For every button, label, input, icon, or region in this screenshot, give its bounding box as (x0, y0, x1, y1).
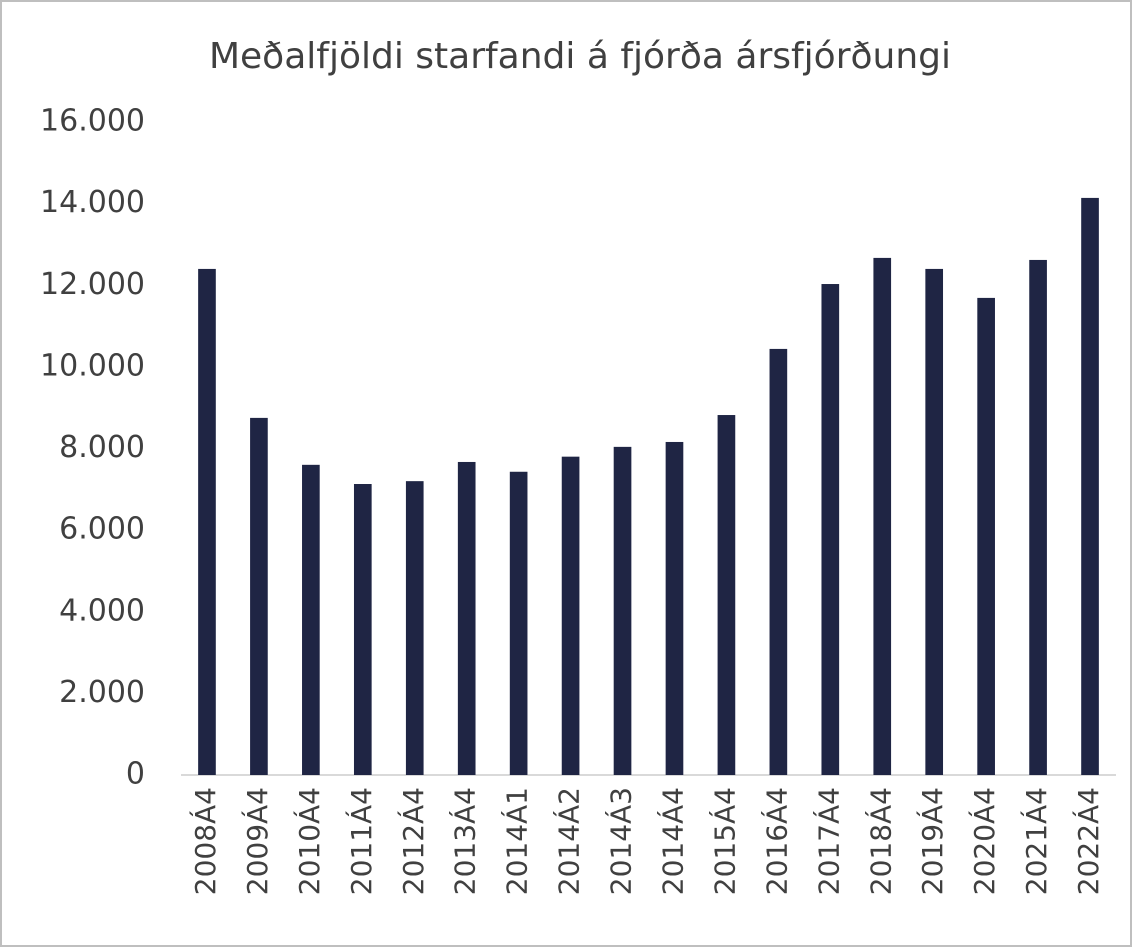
y-tick-label: 12.000 (40, 267, 145, 302)
y-tick-label: 6.000 (59, 512, 145, 547)
x-tick-label: 2009Á4 (240, 787, 274, 895)
x-tick-label: 2017Á4 (811, 787, 845, 895)
bar (561, 456, 580, 775)
chart-title: Meðalfjöldi starfandi á fjórða ársfjórðu… (209, 36, 951, 77)
x-tick-label: 2014Á4 (655, 787, 689, 895)
x-tick-label: 2013Á4 (448, 787, 482, 895)
x-tick-label: 2011Á4 (344, 787, 378, 895)
y-tick-label: 0 (126, 757, 145, 792)
bar (405, 481, 424, 775)
x-tick-label: 2014Á1 (500, 787, 534, 895)
y-tick-label: 10.000 (40, 348, 145, 383)
y-tick-label: 2.000 (59, 675, 145, 710)
bar (509, 471, 528, 775)
bar (302, 464, 320, 775)
bar (873, 257, 892, 775)
x-tick-label: 2016Á4 (759, 787, 793, 895)
bar (1081, 197, 1099, 775)
x-tick-label: 2018Á4 (863, 787, 897, 895)
x-tick-label: 2014Á2 (552, 787, 586, 895)
y-tick-label: 4.000 (59, 593, 145, 628)
bar (769, 348, 788, 775)
x-tick-label: 2022Á4 (1071, 787, 1105, 895)
y-tick-label: 8.000 (59, 430, 145, 465)
bar (250, 417, 268, 775)
x-tick-label: 2008Á4 (188, 787, 222, 895)
bar (613, 446, 632, 775)
bar (1029, 259, 1047, 775)
bar (717, 415, 736, 775)
x-tick-label: 2021Á4 (1019, 787, 1053, 895)
bar (821, 284, 840, 775)
y-tick-label: 16.000 (40, 104, 145, 139)
y-tick-label: 14.000 (40, 185, 145, 220)
bar (977, 297, 995, 775)
x-tick-label: 2014Á3 (604, 787, 638, 895)
x-tick-label: 2015Á4 (707, 787, 741, 895)
x-tick-label: 2019Á4 (915, 787, 949, 895)
x-tick-label: 2020Á4 (967, 787, 1001, 895)
bar (925, 268, 944, 775)
x-tick-label: 2012Á4 (396, 787, 430, 895)
bar (353, 484, 372, 775)
bar (457, 461, 476, 775)
bar (198, 268, 216, 775)
bar (665, 441, 684, 775)
x-tick-label: 2010Á4 (292, 787, 326, 895)
